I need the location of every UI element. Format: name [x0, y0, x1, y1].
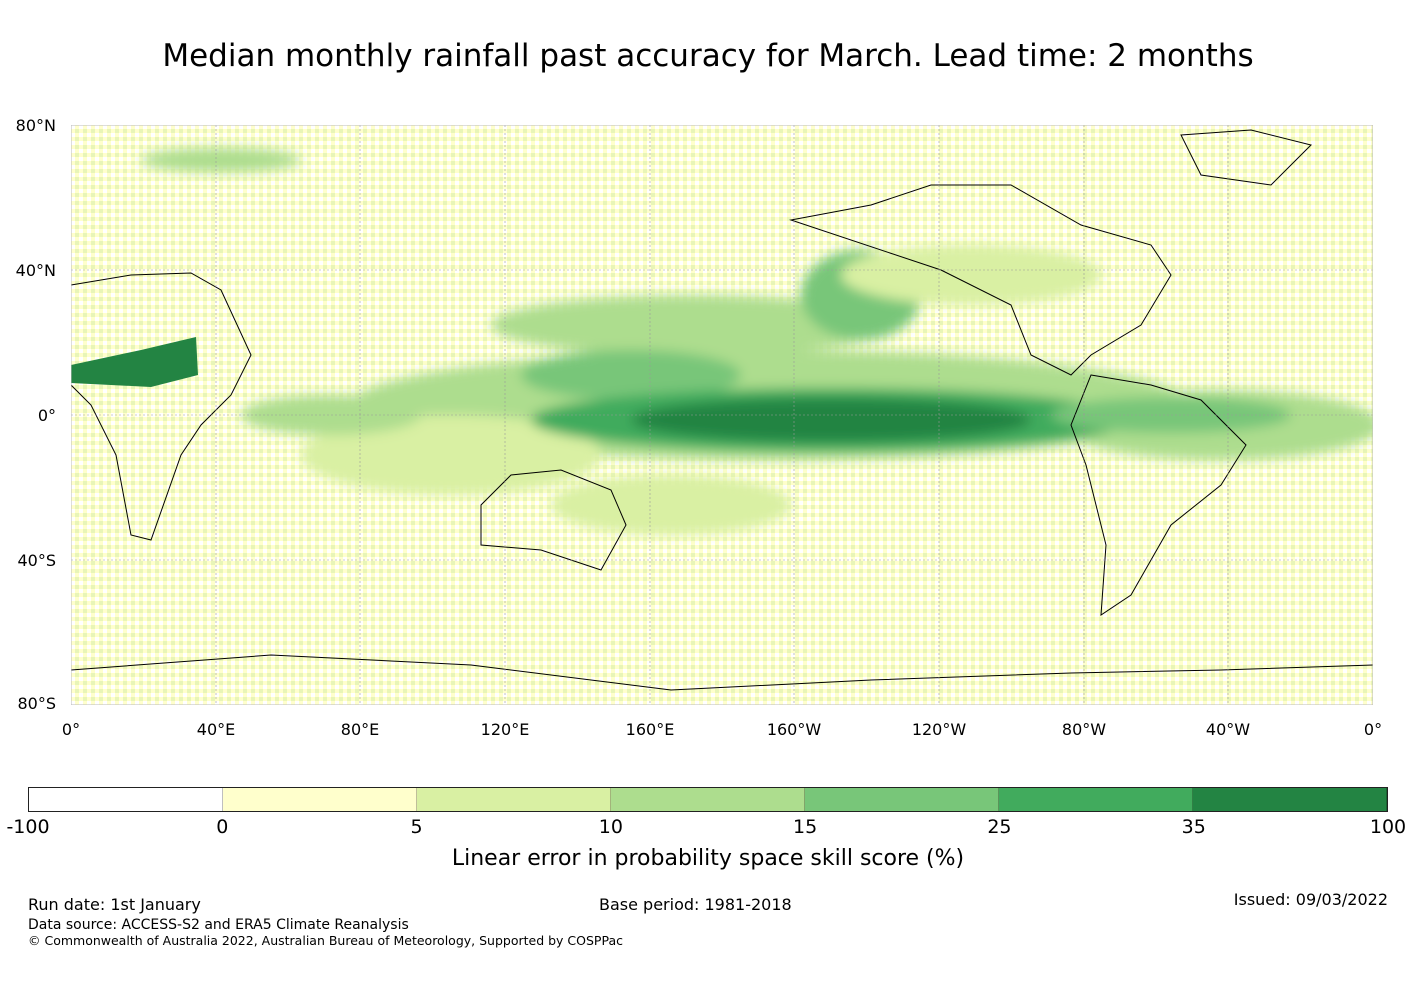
colorbar-swatch: [805, 788, 999, 811]
colorbar-label: Linear error in probability space skill …: [451, 846, 965, 871]
skill-map: [71, 125, 1373, 705]
colorbar-tick: 5: [410, 816, 423, 838]
lon-label: 0°: [61, 720, 81, 739]
colorbar-swatch: [1193, 788, 1387, 811]
colorbar-swatch: [999, 788, 1193, 811]
lon-label: 160°E: [625, 720, 675, 739]
colorbar-tick: -100: [6, 816, 50, 838]
colorbar-swatch: [29, 788, 223, 811]
colorbar-swatch: [223, 788, 417, 811]
lon-label: 160°W: [766, 720, 822, 739]
colorbar: [28, 787, 1388, 812]
lat-label: 80°N: [15, 116, 56, 135]
lon-label: 0°: [1363, 720, 1383, 739]
lon-label: 40°E: [196, 720, 236, 739]
lon-label: 80°W: [1061, 720, 1107, 739]
lat-label: 40°S: [17, 551, 56, 570]
sahel-high-skill-region: [71, 337, 198, 387]
lon-label: 120°W: [911, 720, 967, 739]
copyright: © Commonwealth of Australia 2022, Austra…: [28, 933, 623, 948]
colorbar-swatch: [417, 788, 611, 811]
chart-title: Median monthly rainfall past accuracy fo…: [162, 38, 1254, 74]
lat-label: 0°: [37, 406, 56, 425]
lon-label: 80°E: [340, 720, 380, 739]
issued-date: Issued: 09/03/2022: [1233, 890, 1388, 909]
colorbar-tick: 0: [216, 816, 229, 838]
lon-label: 120°E: [480, 720, 530, 739]
colorbar-swatch: [611, 788, 805, 811]
data-source: Data source: ACCESS-S2 and ERA5 Climate …: [28, 917, 409, 933]
lon-label: 40°W: [1205, 720, 1251, 739]
lat-label: 80°S: [17, 694, 56, 713]
run-date: Run date: 1st January: [28, 895, 201, 914]
gridlines: [71, 125, 1373, 705]
colorbar-tick: 25: [987, 816, 1012, 838]
colorbar-tick: 100: [1369, 816, 1407, 838]
colorbar-tick: 10: [598, 816, 623, 838]
colorbar-tick: 15: [793, 816, 818, 838]
skill-field: [141, 148, 1373, 535]
base-period: Base period: 1981-2018: [599, 895, 792, 914]
lat-label: 40°N: [15, 261, 56, 280]
colorbar-tick: 35: [1181, 816, 1206, 838]
